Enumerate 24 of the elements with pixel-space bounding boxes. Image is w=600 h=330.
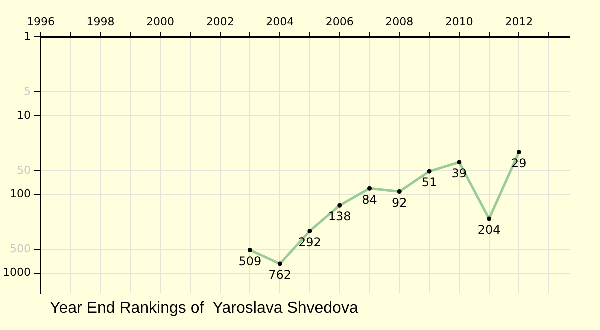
y-tick-label: 1: [24, 30, 31, 44]
x-tick-label: 1998: [86, 15, 115, 28]
data-label: 762: [268, 268, 292, 282]
data-label: 92: [392, 196, 408, 210]
y-tick-label: 100: [10, 187, 31, 200]
data-label: 204: [478, 223, 501, 238]
data-label: 84: [362, 192, 378, 207]
text: Year End Rankings of Yaroslava Shvedova: [50, 300, 358, 318]
x-tick-label: 2008: [386, 15, 414, 28]
data-label: 509: [238, 254, 262, 268]
data-label: 138: [328, 210, 352, 224]
x-tick-label: 1996: [26, 15, 55, 28]
x-tick-label: 2002: [206, 15, 234, 28]
x-tick-label: 2010: [445, 15, 474, 28]
x-tick-label: 2004: [266, 15, 294, 28]
x-tick-label: 2012: [505, 15, 534, 28]
data-label: 39: [452, 166, 468, 181]
x-tick-label: 2000: [146, 15, 175, 28]
data-label: 29: [512, 156, 527, 170]
data-label: 292: [298, 235, 322, 250]
y-tick-label: 10: [16, 108, 31, 122]
data-label: 51: [422, 176, 438, 190]
x-tick-label: 2006: [326, 15, 354, 28]
y-tick-label: 1000: [2, 266, 31, 280]
